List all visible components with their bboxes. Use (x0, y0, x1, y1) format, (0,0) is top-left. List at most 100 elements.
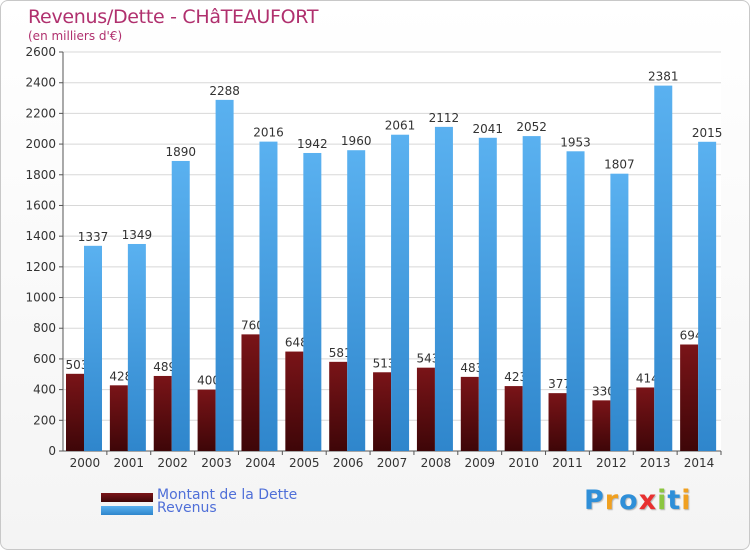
bar-revenus (698, 141, 717, 451)
y-tick-label: 800 (33, 321, 56, 335)
chart-subtitle: (en milliers d'€) (28, 29, 123, 43)
bar-revenus (654, 85, 673, 451)
data-label-revenus: 1960 (341, 134, 372, 148)
x-tick-label: 2011 (552, 456, 583, 470)
bar-dette (504, 386, 523, 451)
y-tick-label: 200 (33, 413, 56, 427)
x-tick-label: 2013 (640, 456, 671, 470)
y-tick-label: 600 (33, 352, 56, 366)
logo-letter: i (657, 485, 668, 516)
bar-dette (153, 375, 172, 451)
data-label-dette: 400 (197, 374, 220, 388)
data-label-revenus: 1807 (604, 158, 635, 172)
logo-letter: r (604, 485, 620, 516)
bar-dette (636, 387, 655, 451)
logo-letter: x (638, 485, 658, 516)
bar-revenus (303, 152, 322, 451)
legend-swatch-dette (101, 493, 153, 502)
data-label-revenus: 1337 (78, 230, 109, 244)
bar-dette (373, 372, 392, 451)
y-tick-label: 2400 (25, 76, 56, 90)
bar-dette (680, 344, 699, 451)
bar-dette (592, 400, 611, 451)
data-label-revenus: 2052 (516, 120, 547, 134)
x-tick-label: 2006 (333, 456, 364, 470)
data-label-revenus: 1349 (122, 228, 153, 242)
x-tick-label: 2005 (289, 456, 320, 470)
bar-revenus (478, 137, 497, 451)
y-tick-label: 1400 (25, 229, 56, 243)
x-tick-label: 2012 (596, 456, 627, 470)
data-label-dette: 489 (153, 360, 176, 374)
x-tick-label: 2002 (157, 456, 188, 470)
y-tick-label: 1600 (25, 198, 56, 212)
proxiti-logo: Proxiti (584, 485, 692, 516)
x-tick-label: 2004 (245, 456, 276, 470)
bar-revenus (434, 126, 453, 452)
logo-letter: o (619, 485, 639, 516)
data-label-dette: 648 (285, 336, 308, 350)
data-label-revenus: 2112 (429, 111, 460, 125)
x-tick-label: 2009 (464, 456, 495, 470)
data-label-revenus: 2288 (209, 84, 240, 98)
bar-revenus (347, 150, 366, 451)
bar-revenus (259, 141, 278, 452)
chart-title: Revenus/Dette - CHâTEAUFORT (28, 6, 319, 28)
x-tick-label: 2007 (377, 456, 408, 470)
bar-dette (460, 376, 479, 451)
bar-revenus (522, 136, 541, 451)
y-tick-label: 1200 (25, 260, 56, 274)
bar-dette (197, 389, 216, 451)
y-tick-label: 1800 (25, 168, 56, 182)
y-tick-label: 400 (33, 383, 56, 397)
data-label-revenus: 1890 (165, 145, 196, 159)
data-label-revenus: 1942 (297, 137, 328, 151)
logo-letter: P (584, 485, 605, 516)
data-label-dette: 760 (241, 318, 264, 332)
legend-label-dette: Montant de la Dette (157, 487, 298, 503)
x-tick-label: 2000 (70, 456, 101, 470)
bar-revenus (84, 245, 102, 451)
logo-letter: i (681, 485, 692, 516)
bar-revenus (127, 243, 146, 451)
data-label-dette: 581 (329, 346, 352, 360)
x-tick-label: 2008 (421, 456, 452, 470)
bar-dette (109, 385, 128, 451)
data-label-revenus: 2061 (385, 119, 416, 133)
data-label-dette: 428 (109, 369, 132, 383)
y-tick-label: 2600 (25, 45, 56, 59)
x-tick-label: 2003 (201, 456, 232, 470)
bar-revenus (610, 173, 629, 451)
bar-dette (548, 393, 567, 451)
bar-revenus (566, 151, 585, 451)
bar-dette (416, 367, 435, 451)
x-tick-label: 2014 (684, 456, 715, 470)
y-tick-label: 0 (48, 444, 56, 458)
bar-revenus (391, 134, 410, 452)
data-label-dette: 543 (416, 352, 439, 366)
x-tick-label: 2010 (508, 456, 539, 470)
legend-label-revenus: Revenus (157, 500, 217, 516)
data-label-revenus: 2016 (253, 126, 284, 140)
data-label-dette: 330 (592, 384, 615, 398)
data-label-dette: 377 (548, 377, 571, 391)
bar-dette (66, 373, 84, 451)
logo-letter: t (667, 485, 682, 516)
data-label-dette: 503 (66, 358, 89, 372)
data-label-dette: 483 (460, 361, 483, 375)
data-label-revenus: 2041 (473, 122, 504, 136)
bar-dette (285, 351, 304, 451)
bar-revenus (171, 160, 190, 451)
legend-swatch-revenus (101, 506, 153, 515)
data-label-revenus: 1953 (560, 135, 591, 149)
bar-dette (329, 361, 348, 451)
y-tick-label: 2000 (25, 137, 56, 151)
data-label-revenus: 2381 (648, 70, 679, 84)
data-label-dette: 694 (680, 328, 703, 342)
bar-dette (241, 334, 260, 451)
y-tick-label: 1000 (25, 291, 56, 305)
data-label-dette: 513 (373, 356, 396, 370)
data-label-dette: 414 (636, 371, 659, 385)
